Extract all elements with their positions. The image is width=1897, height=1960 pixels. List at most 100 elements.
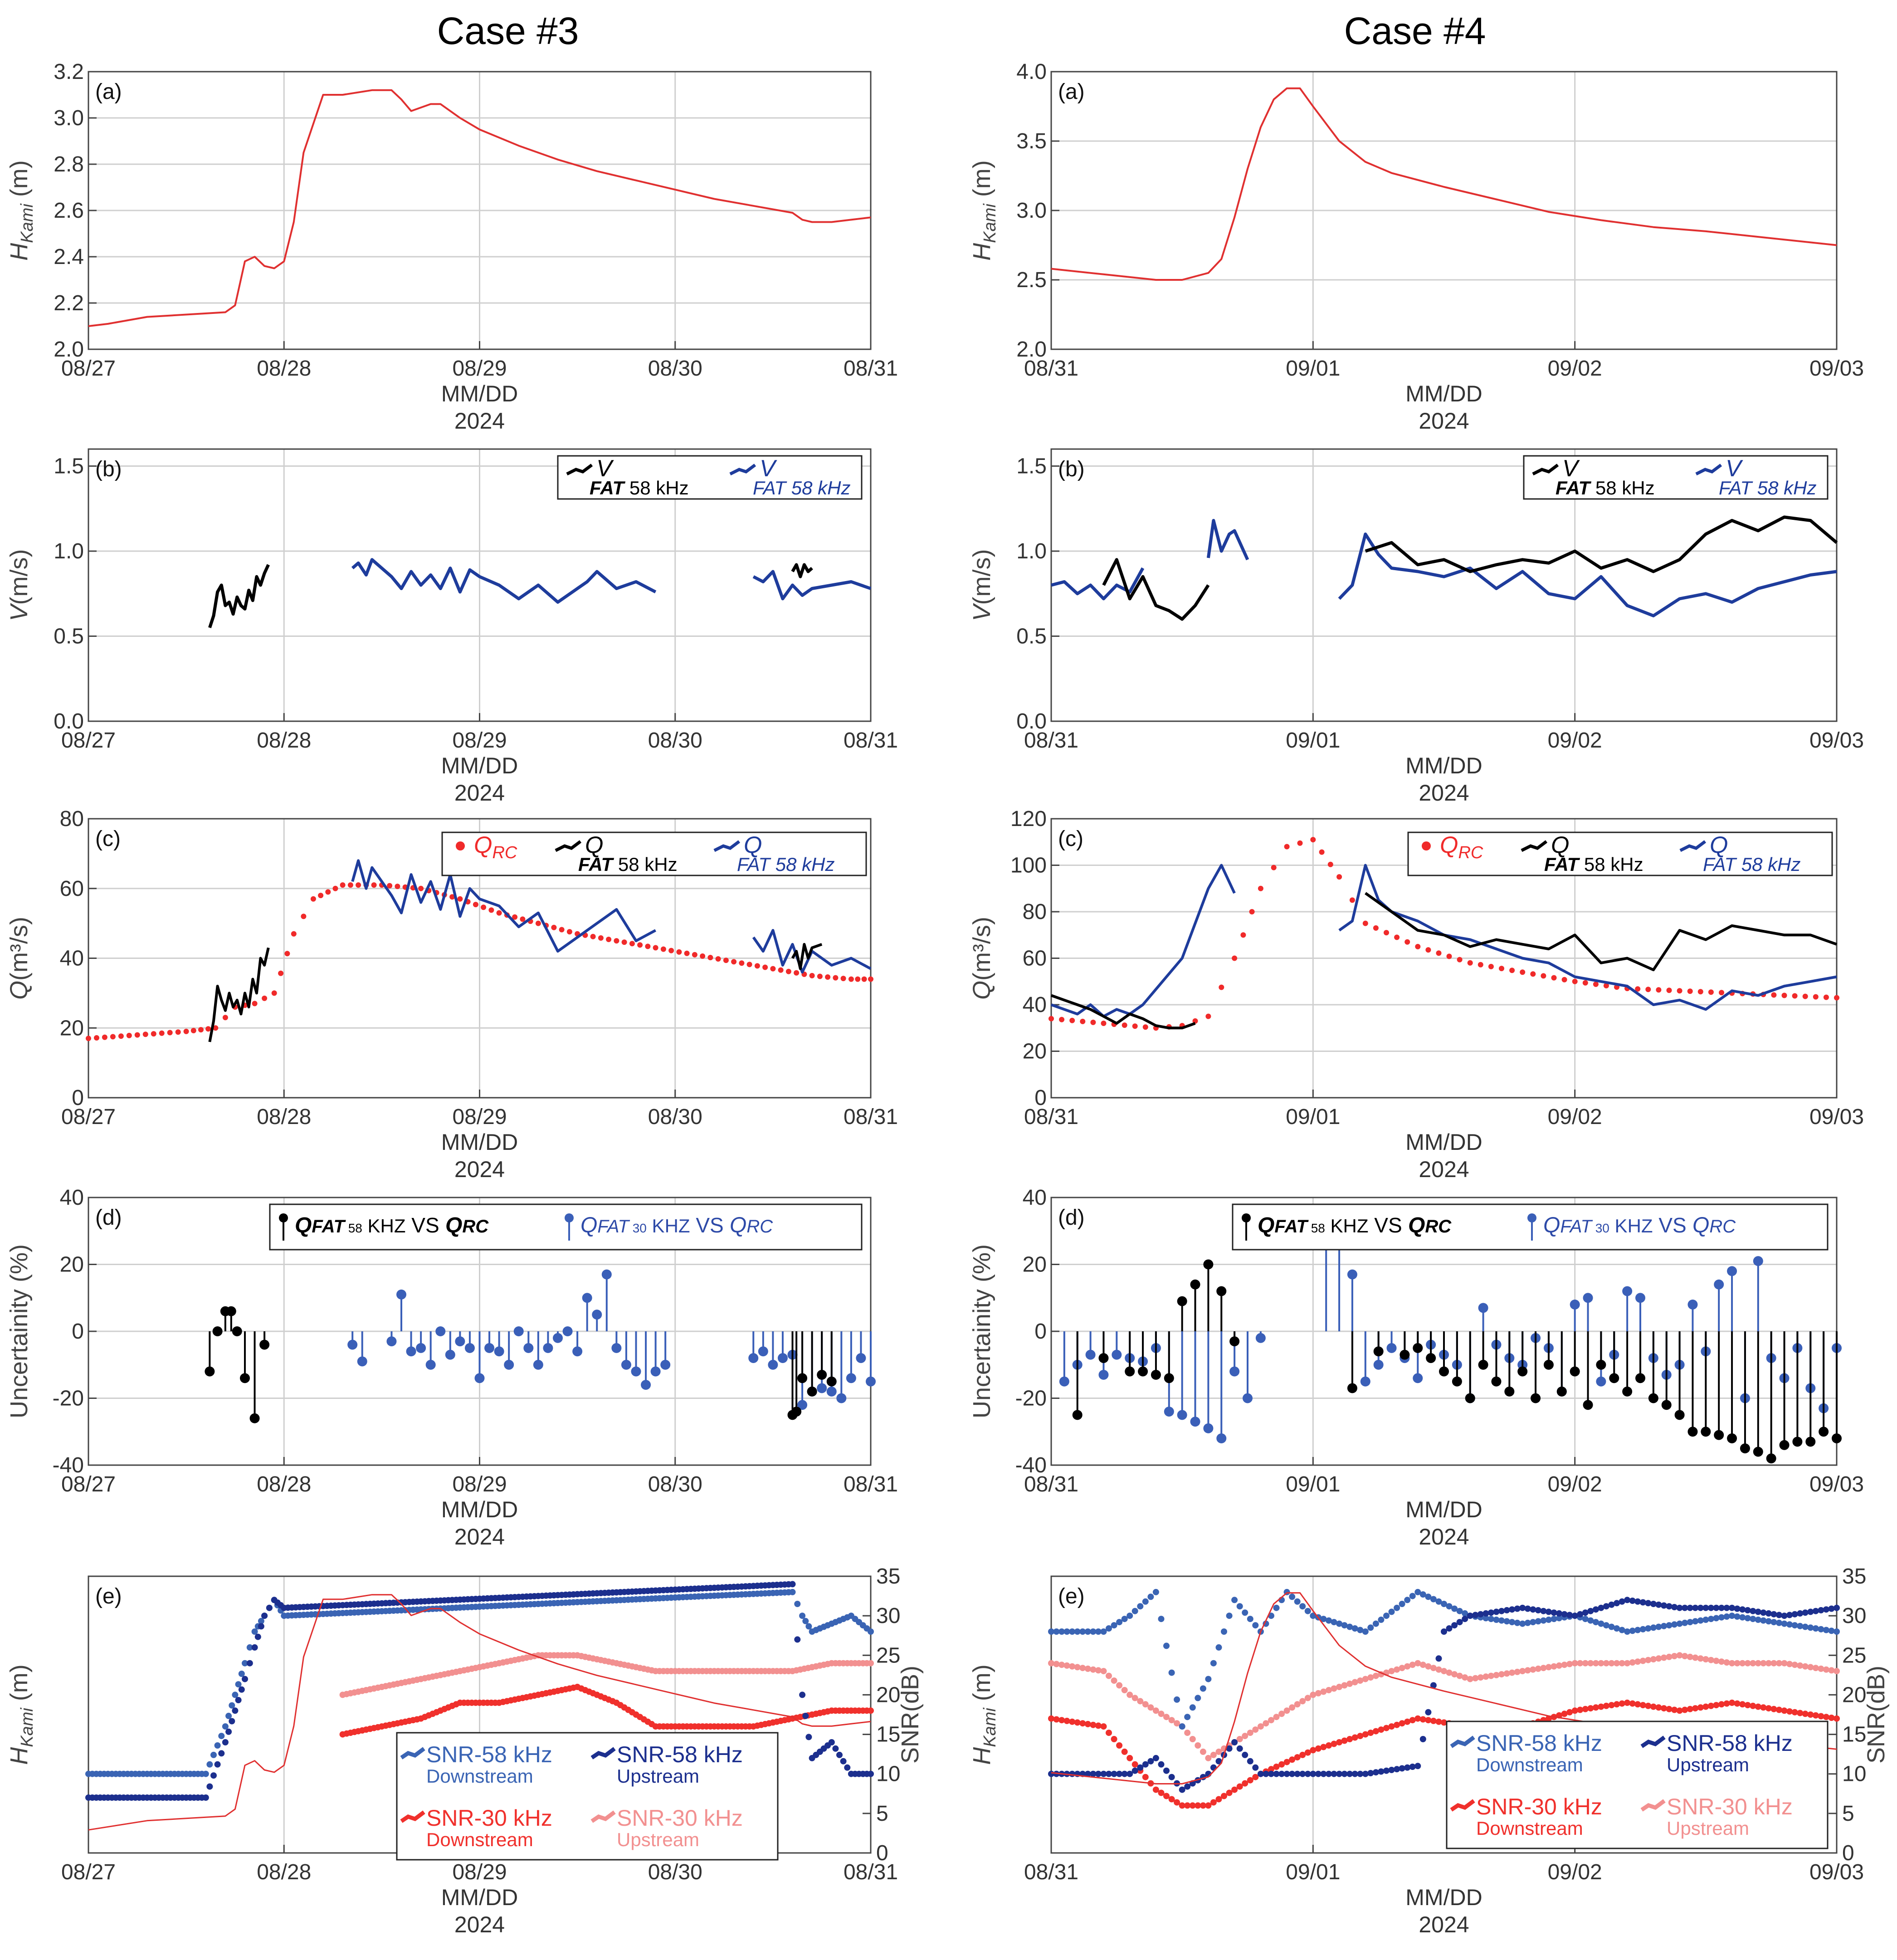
snr-dot [1503, 1670, 1510, 1677]
snr-dot [1561, 1711, 1568, 1717]
uncertainty-58khz-marker [1413, 1343, 1423, 1353]
legend-box [269, 1203, 863, 1251]
snr-dot [1713, 1615, 1720, 1622]
velocity-black-line [208, 563, 813, 628]
snr-dot [1592, 1619, 1599, 1626]
rating-curve-dot [473, 902, 478, 908]
x-tick-label: 08/29 [452, 728, 507, 753]
rating-curve-dot [175, 1029, 181, 1035]
snr-dot [1446, 1625, 1453, 1632]
x-tick-label: 08/27 [61, 357, 116, 381]
snr-dot [1624, 1699, 1631, 1706]
uncertainty-58khz-marker [1400, 1349, 1410, 1360]
y-tick-label: 60 [1023, 947, 1047, 971]
snr-dot [1666, 1622, 1673, 1629]
snr-dot [214, 1761, 221, 1768]
snr-dot [1404, 1663, 1411, 1670]
rating-curve-dot [535, 920, 541, 926]
snr-dot [1184, 1783, 1191, 1790]
x-tick-label: 09/01 [1286, 1472, 1340, 1496]
snr-dot [1687, 1706, 1693, 1712]
snr-dot [1304, 1695, 1311, 1701]
snr-dot [1367, 1770, 1374, 1776]
y-axis-label-part: Uncertainity (%) [5, 1244, 33, 1418]
y-tick-label: 20 [1023, 1040, 1047, 1064]
snr-dot [1639, 1657, 1646, 1664]
snr-dot [1582, 1660, 1589, 1667]
uncertainty-58khz-marker [1164, 1373, 1174, 1383]
legend-blue-label: V [1726, 455, 1743, 482]
legend-30-label-part: Q [580, 1213, 597, 1237]
y-right-tick-label: 20 [1842, 1683, 1866, 1707]
snr-dot [1346, 1736, 1353, 1742]
rating-curve-dot [1603, 983, 1609, 988]
snr-dot [1812, 1625, 1819, 1632]
panel-label: (e) [95, 1584, 122, 1608]
snr-dot [805, 1734, 812, 1740]
snr-dot [1142, 1774, 1149, 1780]
legend-snr-name: SNR-58 kHz [1476, 1730, 1602, 1756]
snr-dot [1346, 1681, 1353, 1687]
rating-curve-dot [449, 894, 455, 900]
rating-curve-dot [1530, 971, 1536, 977]
snr-dot [1304, 1749, 1311, 1756]
snr-dot [1750, 1660, 1756, 1667]
rating-curve-dot [1823, 994, 1829, 1000]
rating-curve-dot [868, 976, 873, 982]
snr-dot [1069, 1628, 1076, 1635]
x-axis-label: MM/DD [1405, 1885, 1482, 1910]
snr-dot [210, 1751, 217, 1758]
uncertainty-58khz-marker [1373, 1346, 1384, 1357]
rating-curve-dot [707, 955, 713, 960]
legend-58-marker [279, 1213, 288, 1222]
snr-dot [1530, 1606, 1536, 1613]
rating-curve-dot [825, 974, 831, 980]
y-right-axis-label: SNR(dB) [897, 1666, 924, 1764]
uncertainty-58khz-marker [1190, 1279, 1200, 1290]
rating-curve-dot [614, 938, 619, 944]
snr-dot [1320, 1688, 1327, 1695]
snr-dot [1655, 1704, 1662, 1711]
snr-dot [1357, 1627, 1364, 1633]
snr-dot [238, 1686, 245, 1693]
snr-dot [1100, 1628, 1107, 1635]
snr-dot [1566, 1612, 1573, 1618]
x-tick-label: 09/03 [1809, 1472, 1864, 1496]
snr-dot [1063, 1628, 1070, 1635]
y-right-tick-label: 25 [1842, 1643, 1866, 1667]
legend-black-label: V [1562, 455, 1580, 482]
snr-dot [1608, 1601, 1615, 1608]
snr-dot [1587, 1608, 1594, 1614]
uncertainty-58khz-marker [1478, 1359, 1488, 1370]
rating-curve-dot [1415, 943, 1421, 949]
legend-58-marker [1242, 1213, 1251, 1222]
legend-snr-swatch [400, 1810, 425, 1823]
rating-curve-dot [252, 1001, 258, 1007]
snr-dot [1729, 1604, 1736, 1611]
rating-curve-dot [496, 910, 502, 916]
snr-dot [1435, 1598, 1442, 1605]
snr-dot [1147, 1758, 1154, 1764]
rating-curve-dot [1336, 874, 1342, 880]
snr-dot [1378, 1726, 1385, 1733]
snr-dot [1807, 1664, 1814, 1671]
y-right-tick-label: 35 [1842, 1564, 1866, 1589]
rating-curve-dot [167, 1030, 173, 1036]
uncertainty-58khz-marker [1491, 1376, 1502, 1387]
x-axis-label: MM/DD [1405, 1129, 1482, 1155]
snr-dot [232, 1707, 239, 1714]
legend-black-sub: FAT 58 kHz [1544, 854, 1643, 875]
snr-dot [1179, 1802, 1185, 1809]
rating-curve-dot [488, 907, 494, 913]
snr-dot [1137, 1764, 1144, 1771]
snr-dot [1079, 1628, 1086, 1635]
snr-dot [1629, 1628, 1636, 1634]
snr-dot [1158, 1711, 1165, 1717]
snr-dot [1116, 1682, 1123, 1689]
uncertainty-30khz-marker [1753, 1256, 1763, 1266]
snr-dot [1053, 1661, 1060, 1667]
snr-dot [1278, 1761, 1285, 1768]
snr-dot [1111, 1677, 1117, 1684]
rating-curve-dot [1258, 885, 1263, 891]
snr-dot [266, 1604, 273, 1611]
